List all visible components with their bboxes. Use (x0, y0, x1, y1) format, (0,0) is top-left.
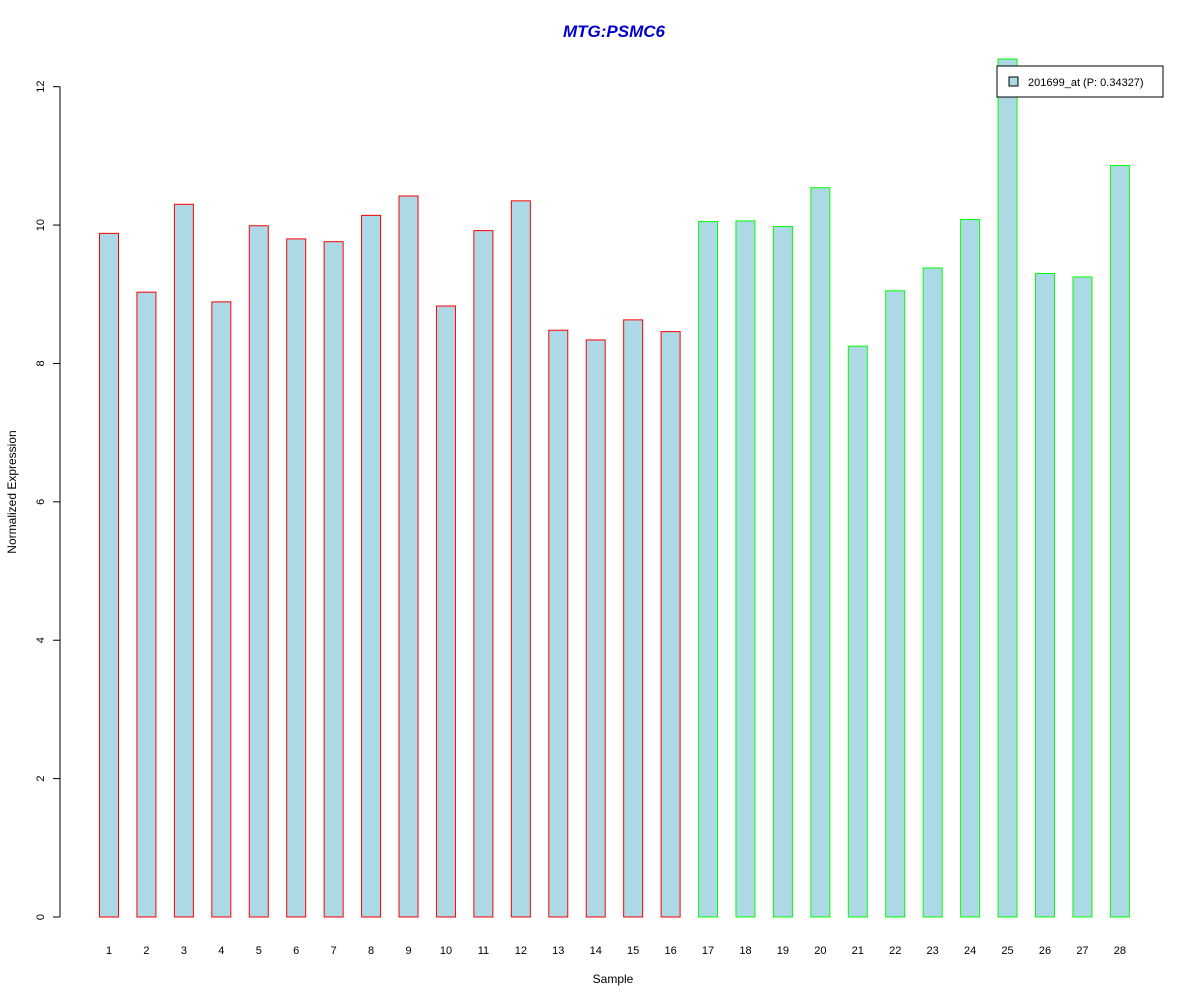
x-tick-label: 26 (1039, 945, 1051, 957)
bar (173, 203, 194, 918)
bar (847, 345, 868, 918)
bar (585, 339, 606, 918)
bar (922, 267, 943, 918)
x-tick-label: 20 (814, 945, 826, 957)
x-tick-label: 9 (405, 945, 411, 957)
x-tick-label: 8 (368, 945, 374, 957)
bar (99, 232, 119, 918)
x-tick-label: 10 (440, 945, 452, 957)
x-tick-label: 12 (515, 945, 527, 957)
bar (1072, 276, 1093, 918)
y-tick-label: 10 (35, 219, 47, 231)
legend-label: 201699_at (P: 0.34327) (1028, 77, 1144, 89)
bar (248, 225, 269, 918)
legend-swatch (1008, 76, 1019, 87)
bar (735, 220, 756, 918)
bar (361, 214, 382, 918)
y-tick-label: 8 (35, 360, 47, 366)
bar (1035, 273, 1055, 918)
bar (660, 331, 681, 918)
bar (323, 241, 344, 918)
bar (1109, 165, 1130, 918)
legend-box (996, 65, 1164, 98)
x-tick-label: 15 (627, 945, 639, 957)
y-tick-label: 12 (35, 81, 47, 93)
y-tick-label: 4 (35, 637, 47, 643)
bars-group (99, 58, 1130, 918)
x-tick-label: 4 (218, 945, 224, 957)
x-tick-label: 25 (1001, 945, 1013, 957)
x-tick-label: 6 (293, 945, 299, 957)
y-tick-label: 2 (35, 776, 47, 782)
y-tick-label: 6 (35, 499, 47, 505)
bar (211, 301, 232, 918)
x-axis-label: Sample (593, 972, 634, 986)
x-tick-label: 11 (478, 945, 489, 957)
x-tick-label: 19 (777, 945, 789, 957)
bar (960, 219, 981, 918)
x-tick-label: 27 (1076, 945, 1088, 957)
y-axis: 0 2 4 6 8 10 12 (35, 81, 61, 920)
bar (548, 329, 569, 918)
x-tick-label: 2 (143, 945, 149, 957)
x-tick-label: 16 (664, 945, 676, 957)
legend: 201699_at (P: 0.34327) (996, 65, 1164, 98)
chart-title: MTG:PSMC6 (563, 22, 666, 41)
x-tick-label: 23 (927, 945, 939, 957)
x-tick-label: 5 (256, 945, 262, 957)
y-axis-label: Normalized Expression (5, 430, 19, 553)
x-tick-label: 22 (889, 945, 901, 957)
bar (623, 319, 644, 918)
x-tick-label: 28 (1114, 945, 1126, 957)
x-tick-label: 13 (552, 945, 564, 957)
x-tick-label: 21 (852, 945, 864, 957)
bar (286, 238, 307, 918)
bar (698, 221, 719, 918)
x-tick-label: 7 (331, 945, 337, 957)
bar (772, 225, 793, 918)
x-tick-label: 24 (964, 945, 976, 957)
bar (435, 305, 456, 918)
x-tick-label: 18 (739, 945, 751, 957)
bar (398, 195, 419, 918)
x-tick-label: 1 (106, 945, 112, 957)
x-tick-label: 3 (181, 945, 187, 957)
bar (810, 187, 831, 918)
bar (136, 291, 157, 918)
bar (473, 230, 494, 918)
bar (997, 58, 1018, 918)
bar (885, 290, 906, 918)
x-tick-labels: 1 2 3 4 5 6 7 8 9 10 11 12 13 14 15 16 17 18 19 20 21 22 23 24 2… (106, 945, 1126, 957)
x-tick-label: 14 (590, 945, 602, 957)
x-tick-label: 17 (702, 945, 714, 957)
bar (510, 200, 531, 918)
y-tick-label: 0 (35, 914, 47, 920)
